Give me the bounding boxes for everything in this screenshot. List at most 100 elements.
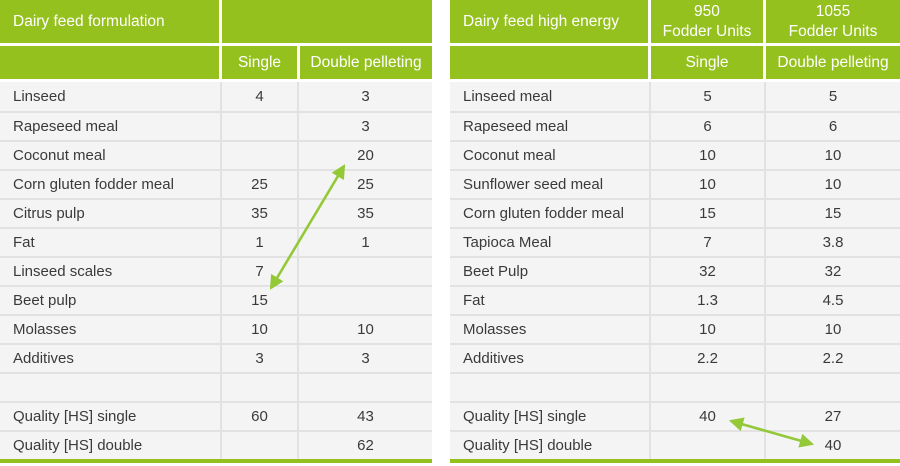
value-double-pelleting: 3.8 <box>764 229 900 256</box>
row-label: Coconut meal <box>13 147 106 164</box>
value-double-pelleting: 62 <box>297 432 432 459</box>
row-label: Molasses <box>463 321 527 338</box>
table-row: Corn gluten fodder meal 15 15 <box>450 198 900 227</box>
table-row: Fat 1 1 <box>0 227 432 256</box>
row-label: Beet Pulp <box>463 263 529 280</box>
value-double-pelleting <box>764 374 900 401</box>
table-row: Molasses 10 10 <box>0 314 432 343</box>
value-single: 10 <box>649 171 764 198</box>
value-single: 10 <box>220 316 297 343</box>
value-double-pelleting: 5 <box>764 82 900 111</box>
value-double-pelleting: 35 <box>297 200 432 227</box>
row-label: Linseed scales <box>13 263 113 280</box>
value-single: 5 <box>649 82 764 111</box>
table-row: Quality [HS] double 40 <box>450 430 900 459</box>
value-double-pelleting: 43 <box>297 403 432 430</box>
table-row: Beet Pulp 32 32 <box>450 256 900 285</box>
left-table-header-row-2: Single Double pelleting <box>0 46 432 79</box>
value-single <box>649 374 764 401</box>
table-row: Linseed 4 3 <box>0 82 432 111</box>
table-row: Quality [HS] single 60 43 <box>0 401 432 430</box>
value-single <box>220 113 297 140</box>
row-label: Corn gluten fodder meal <box>463 205 624 222</box>
row-label <box>450 374 649 401</box>
value-single <box>220 432 297 459</box>
value-single: 60 <box>220 403 297 430</box>
value-single: 6 <box>649 113 764 140</box>
right-table-header-row-1: Dairy feed high energy 950 Fodder Units … <box>450 0 900 43</box>
value-single <box>220 142 297 169</box>
table-row: Quality [HS] double 62 <box>0 430 432 459</box>
value-single: 32 <box>649 258 764 285</box>
value-double-pelleting: 20 <box>297 142 432 169</box>
value-double-pelleting: 3 <box>297 113 432 140</box>
row-label: Quality [HS] single <box>13 408 137 425</box>
left-table-title: Dairy feed formulation <box>0 0 219 43</box>
row-label: Citrus pulp <box>13 205 85 222</box>
value-single: 7 <box>649 229 764 256</box>
row-label: Sunflower seed meal <box>463 176 604 193</box>
value-single: 2.2 <box>649 345 764 372</box>
row-label: Rapeseed meal <box>463 118 569 135</box>
table-row: Fat 1.3 4.5 <box>450 285 900 314</box>
right-table-group-header-1055-fodder-units: 1055 Fodder Units <box>766 0 900 43</box>
row-label: Additives <box>463 350 524 367</box>
row-label: Linseed <box>13 88 66 105</box>
value-single: 15 <box>220 287 297 314</box>
value-single: 40 <box>649 403 764 430</box>
right-table-header-row-2: Single Double pelleting <box>450 46 900 79</box>
value-double-pelleting: 10 <box>764 171 900 198</box>
value-single: 10 <box>649 316 764 343</box>
value-single: 35 <box>220 200 297 227</box>
row-label: Molasses <box>13 321 77 338</box>
table-row: Linseed scales 7 <box>0 256 432 285</box>
value-single <box>220 374 297 401</box>
value-double-pelleting: 6 <box>764 113 900 140</box>
table-row: Coconut meal 10 10 <box>450 140 900 169</box>
value-single: 1.3 <box>649 287 764 314</box>
table-row: Tapioca Meal 7 3.8 <box>450 227 900 256</box>
value-double-pelleting <box>297 287 432 314</box>
table-row: Beet pulp 15 <box>0 285 432 314</box>
value-single: 1 <box>220 229 297 256</box>
table-row: Additives 2.2 2.2 <box>450 343 900 372</box>
right-table-body: Linseed meal 5 5 Rapeseed meal 6 6 Coconut mea… <box>450 82 900 459</box>
table-row <box>450 372 900 401</box>
value-double-pelleting: 27 <box>764 403 900 430</box>
right-table-bottom-bar <box>450 459 900 463</box>
value-double-pelleting: 15 <box>764 200 900 227</box>
value-single: 7 <box>220 258 297 285</box>
left-table-header-row-1: Dairy feed formulation <box>0 0 432 43</box>
row-label: Quality [HS] single <box>463 408 587 425</box>
value-double-pelleting: 40 <box>764 432 900 459</box>
value-double-pelleting: 3 <box>297 345 432 372</box>
table-row: Linseed meal 5 5 <box>450 82 900 111</box>
row-label: Beet pulp <box>13 292 77 309</box>
value-double-pelleting: 25 <box>297 171 432 198</box>
row-label: Tapioca Meal <box>463 234 552 251</box>
value-single <box>649 432 764 459</box>
table-row: Rapeseed meal 6 6 <box>450 111 900 140</box>
dairy-feed-formulation-table: Dairy feed formulation Single Double pel… <box>0 0 432 463</box>
value-single: 3 <box>220 345 297 372</box>
dairy-feed-high-energy-table: Dairy feed high energy 950 Fodder Units … <box>450 0 900 463</box>
table-row: Molasses 10 10 <box>450 314 900 343</box>
value-double-pelleting: 10 <box>764 142 900 169</box>
table-row: Additives 3 3 <box>0 343 432 372</box>
value-double-pelleting <box>297 258 432 285</box>
value-double-pelleting: 3 <box>297 82 432 111</box>
row-label: Quality [HS] double <box>463 437 593 454</box>
value-double-pelleting: 4.5 <box>764 287 900 314</box>
value-double-pelleting <box>297 374 432 401</box>
row-label: Fat <box>463 292 485 309</box>
row-label: Rapeseed meal <box>13 118 119 135</box>
row-label: Corn gluten fodder meal <box>13 176 174 193</box>
table-row <box>0 372 432 401</box>
left-table-bottom-bar <box>0 459 432 463</box>
row-label: Quality [HS] double <box>13 437 143 454</box>
table-row: Corn gluten fodder meal 25 25 <box>0 169 432 198</box>
table-row: Quality [HS] single 40 27 <box>450 401 900 430</box>
value-single: 10 <box>649 142 764 169</box>
value-double-pelleting: 10 <box>764 316 900 343</box>
